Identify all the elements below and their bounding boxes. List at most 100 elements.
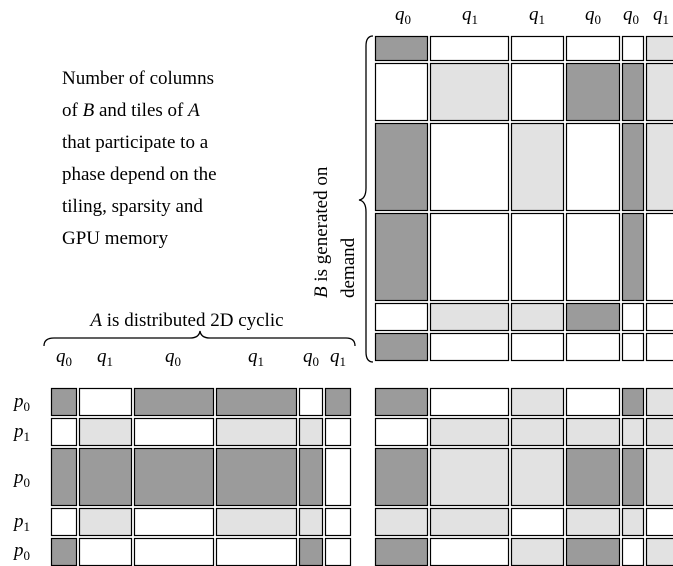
b-tile (429, 62, 510, 122)
b-tile (510, 122, 565, 212)
b-tile (374, 332, 429, 362)
b-tile (565, 35, 621, 62)
c-tile (374, 387, 429, 417)
a-tile (78, 507, 133, 537)
a-column-label: q0 (165, 346, 181, 369)
label-var: p (12, 540, 24, 561)
a-column-label: q0 (303, 346, 319, 369)
b-column-label: q0 (395, 4, 411, 27)
a-tile (50, 417, 78, 447)
b-tile (429, 302, 510, 332)
label-var: q (97, 346, 107, 367)
a-row-label: p0 (12, 391, 30, 414)
b-tile (621, 302, 645, 332)
b-tile (565, 302, 621, 332)
note-line-segment: B (83, 100, 95, 121)
b-tile (565, 212, 621, 302)
label-var: p (12, 467, 24, 488)
c-tile (645, 387, 673, 417)
b-tile (510, 62, 565, 122)
c-tile (621, 387, 645, 417)
note-line: GPU memory (62, 228, 169, 249)
c-tile (621, 537, 645, 566)
b-tile (565, 62, 621, 122)
a-tile (298, 507, 324, 537)
a-tile (324, 507, 352, 537)
b-tile (645, 332, 673, 362)
a-column-label: q1 (97, 346, 113, 369)
a-tile (50, 447, 78, 507)
label-var: q (462, 4, 472, 25)
b-caption-line: demand (338, 237, 359, 298)
c-tile (429, 417, 510, 447)
c-tile (565, 417, 621, 447)
b-caption-line-segment: is generated on (311, 166, 332, 286)
label-sub: 0 (313, 354, 320, 369)
c-tile (510, 507, 565, 537)
b-tile (510, 302, 565, 332)
b-tile (565, 332, 621, 362)
note-line-segment: tiling, sparsity and (62, 196, 203, 217)
c-tile (510, 537, 565, 566)
c-tile (374, 417, 429, 447)
a-tile (298, 417, 324, 447)
b-tile (645, 35, 673, 62)
label-sub: 1 (539, 12, 546, 27)
c-tile (565, 507, 621, 537)
b-tile (621, 35, 645, 62)
b-caption-line-segment: demand (338, 237, 359, 298)
a-tile (298, 537, 324, 566)
b-column-label: q0 (585, 4, 601, 27)
a-tile (133, 387, 215, 417)
label-var: q (585, 4, 595, 25)
a-tile (78, 417, 133, 447)
note-line: that participate to a (62, 132, 209, 153)
b-caption-line-segment: B (311, 286, 332, 298)
label-sub: 0 (405, 12, 412, 27)
label-var: q (330, 346, 340, 367)
c-tile (645, 537, 673, 566)
c-tile (510, 387, 565, 417)
a-tile (215, 537, 298, 566)
a-tile (298, 387, 324, 417)
c-tile (621, 507, 645, 537)
c-tile (565, 387, 621, 417)
b-tile (374, 35, 429, 62)
c-tile (645, 417, 673, 447)
a-tile (50, 537, 78, 566)
c-tile (374, 537, 429, 566)
c-tile (429, 507, 510, 537)
note-line: phase depend on the (62, 164, 217, 185)
label-sub: 1 (107, 354, 114, 369)
label-var: q (303, 346, 313, 367)
label-sub: 1 (258, 354, 265, 369)
a-tile (50, 507, 78, 537)
a-caption-line: A is distributed 2D cyclic (88, 310, 283, 331)
note-line-segment: and tiles of (94, 100, 188, 121)
label-var: q (653, 4, 663, 25)
b-tile (374, 62, 429, 122)
c-tile (510, 417, 565, 447)
label-var: p (12, 391, 24, 412)
a-tile (324, 387, 352, 417)
b-tile (510, 212, 565, 302)
b-column-label: q1 (653, 4, 669, 27)
label-var: q (395, 4, 405, 25)
b-tile (429, 122, 510, 212)
a-column-label: q1 (330, 346, 346, 369)
note-line-segment: Number of columns (62, 68, 214, 89)
note-line-segment: A (186, 100, 200, 121)
a-tile (50, 387, 78, 417)
b-tile (621, 212, 645, 302)
b-column-label: q1 (529, 4, 545, 27)
a-column-label: q0 (56, 346, 72, 369)
b-tile (429, 332, 510, 362)
label-var: p (12, 511, 24, 532)
label-var: q (623, 4, 633, 25)
a-caption-line-segment: A (88, 310, 102, 331)
a-tile (215, 447, 298, 507)
c-tile (374, 507, 429, 537)
a-tile (78, 447, 133, 507)
b-tile (645, 122, 673, 212)
label-sub: 1 (663, 12, 670, 27)
